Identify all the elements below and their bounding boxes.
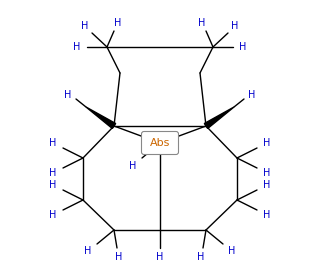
Text: H: H bbox=[231, 21, 239, 31]
FancyBboxPatch shape bbox=[142, 131, 178, 155]
Text: H: H bbox=[84, 246, 92, 256]
Text: H: H bbox=[129, 161, 137, 171]
Text: H: H bbox=[49, 210, 57, 220]
Text: H: H bbox=[114, 18, 122, 28]
Text: H: H bbox=[81, 21, 89, 31]
Polygon shape bbox=[204, 107, 234, 129]
Text: H: H bbox=[64, 90, 72, 100]
Text: H: H bbox=[263, 168, 271, 178]
Text: H: H bbox=[73, 42, 81, 52]
Text: H: H bbox=[49, 138, 57, 148]
Text: H: H bbox=[115, 252, 123, 262]
Text: H: H bbox=[239, 42, 247, 52]
Polygon shape bbox=[86, 107, 116, 129]
Text: H: H bbox=[248, 90, 256, 100]
Text: H: H bbox=[49, 180, 57, 190]
Text: H: H bbox=[198, 18, 206, 28]
Text: H: H bbox=[156, 252, 164, 262]
Text: Abs: Abs bbox=[150, 138, 170, 148]
Text: H: H bbox=[263, 138, 271, 148]
Text: H: H bbox=[49, 168, 57, 178]
Text: H: H bbox=[228, 246, 236, 256]
Text: H: H bbox=[263, 210, 271, 220]
Text: H: H bbox=[197, 252, 205, 262]
Text: H: H bbox=[263, 180, 271, 190]
